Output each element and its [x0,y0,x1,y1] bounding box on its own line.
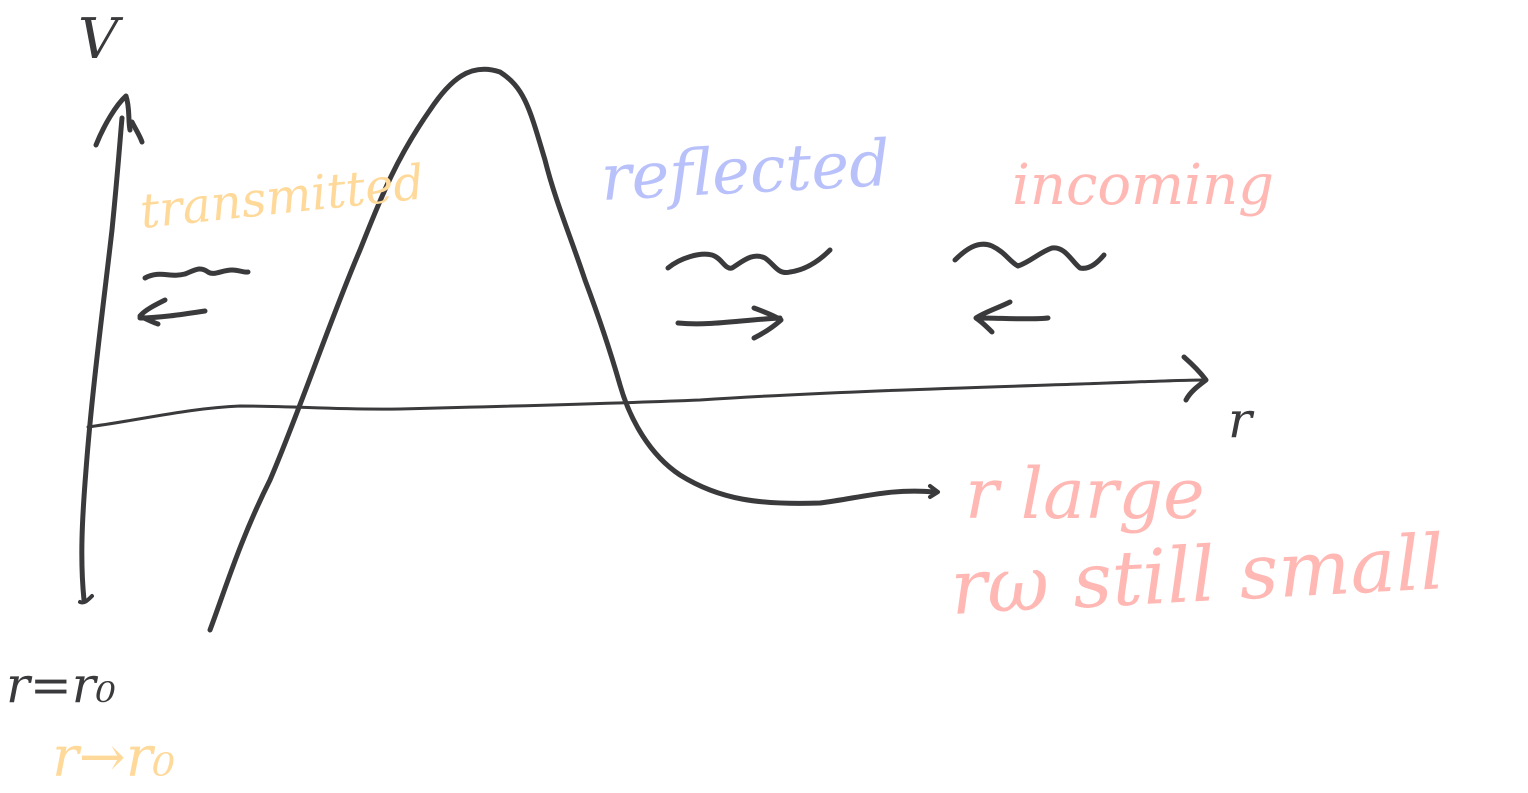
right-arrow-icon [675,305,784,341]
r-axis-label: r [1228,391,1255,449]
potential-barrier-curve [207,66,938,633]
left-arrow-icon [137,297,208,327]
incoming-wave [952,241,1107,335]
left-arrow-icon [973,299,1051,335]
r-equals-r0-label: r=r₀ [6,656,116,714]
r-to-r0-label: r→r₀ [52,725,175,790]
v-axis-arrowhead-icon [93,93,145,148]
reflected-label: reflected [599,127,892,216]
v-axis-label: V [78,7,124,72]
r-axis-arrowhead-icon [1181,354,1209,403]
incoming-label: incoming [1012,153,1274,218]
v-axis [78,93,145,605]
reflected-wave [665,247,833,341]
r-axis [86,354,1209,429]
transmitted-label: transmitted [137,154,426,239]
r-large-label: r large [965,453,1205,535]
transmitted-wave [137,266,251,327]
